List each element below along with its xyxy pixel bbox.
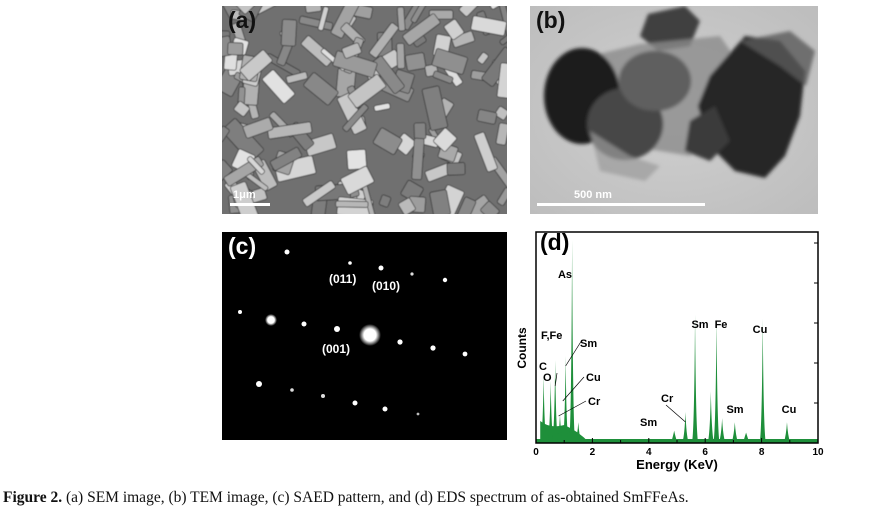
spectrum-peak-12 (718, 418, 726, 443)
spectrum-peak-3 (556, 414, 564, 443)
spectrum-peak-7 (670, 430, 678, 443)
saed-pattern-panel: (c) (011) (010) (001) (222, 232, 507, 440)
eds-spectrum-chart: 0 2 4 6 8 10 As F,Fe Sm CO Cu Cr Cr Sm Sm Fe Sm Cu Cu Cou… (515, 226, 826, 474)
x-tick-label-5: 10 (812, 447, 824, 458)
eds-spectrum-panel: 0 2 4 6 8 10 As F,Fe Sm C O Cu Cr Cr Sm Sm Fe Sm Cu Cu Cou… (515, 226, 826, 474)
scale-bar-label-b: 500 nm (574, 189, 612, 201)
panel-label-c: (c) (228, 233, 257, 259)
peak-annotation-8: Sm (640, 417, 657, 429)
spectrum-peak-15 (759, 318, 766, 443)
diffraction-pattern (222, 232, 507, 440)
caption-text: (a) SEM image, (b) TEM image, (c) SAED p… (62, 489, 689, 506)
x-tick-label-3: 6 (702, 447, 708, 458)
annotation-leader-0 (554, 372, 558, 387)
x-tick-label-2: 4 (646, 447, 652, 458)
annotation-leader-1 (565, 339, 583, 367)
spot-label-001: (001) (322, 342, 351, 356)
annotation-leader-2 (562, 376, 585, 402)
x-tick-label-1: 2 (590, 447, 596, 458)
tem-image-panel: (b) 500 nm (530, 6, 818, 214)
spectrum-peak-5 (568, 240, 576, 443)
peak-annotation-12: Cu (753, 324, 768, 336)
peak-annotation-7: Cr (661, 393, 674, 405)
peak-annotation-5: Cu (586, 372, 601, 384)
peak-annotation-9: Sm (691, 319, 708, 331)
panel-label-a: (a) (228, 7, 257, 33)
scale-bar-a (230, 203, 270, 206)
tem-micrograph (530, 6, 818, 214)
spectrum-peak-9 (691, 314, 699, 443)
spectrum-peak-11 (713, 318, 720, 443)
peak-annotation-4: O (543, 372, 552, 384)
spectrum-peak-2 (551, 360, 559, 443)
x-tick-label-0: 0 (533, 447, 539, 458)
scale-bar-label-a: 1μm (233, 189, 256, 201)
caption-prefix: Figure 2. (3, 489, 63, 506)
figure-caption: Figure 2. (a) SEM image, (b) TEM image, … (3, 489, 873, 507)
spectrum-peak-14 (742, 432, 750, 443)
x-tick-label-4: 8 (759, 447, 765, 458)
spectrum-peak-10 (707, 391, 715, 443)
spot-label-011: (011) (329, 272, 357, 286)
spectrum-peak-8 (682, 411, 689, 443)
spectrum-peak-4 (562, 356, 569, 443)
spectrum-peak-0 (540, 374, 547, 443)
spectrum-peak-1 (547, 380, 554, 443)
peak-annotation-10: Fe (715, 319, 728, 331)
spectrum-peak-13 (731, 422, 739, 443)
spectrum-peak-6 (575, 422, 582, 443)
spectrum-peak-16 (783, 422, 791, 443)
peak-annotation-11: Sm (726, 404, 743, 416)
panel-label-d: (d) (540, 229, 569, 255)
y-axis-label: Counts (515, 327, 529, 369)
panel-label-b: (b) (536, 7, 566, 33)
annotation-leader-3 (558, 400, 587, 417)
sem-image-panel: (a) 1μm (222, 6, 507, 214)
peak-annotation-13: Cu (782, 404, 797, 416)
scale-bar-b (537, 203, 705, 206)
sem-micrograph (222, 6, 507, 214)
peak-annotation-6: Cr (588, 396, 601, 408)
peak-annotation-1: F,Fe (541, 330, 562, 342)
peak-annotation-3: C (539, 361, 547, 373)
spot-label-010: (010) (372, 279, 401, 293)
peak-annotation-0: As (558, 269, 572, 281)
x-axis-label: Energy (KeV) (636, 457, 718, 472)
peak-annotation-2: Sm (580, 338, 597, 350)
annotation-leader-4 (665, 404, 686, 423)
